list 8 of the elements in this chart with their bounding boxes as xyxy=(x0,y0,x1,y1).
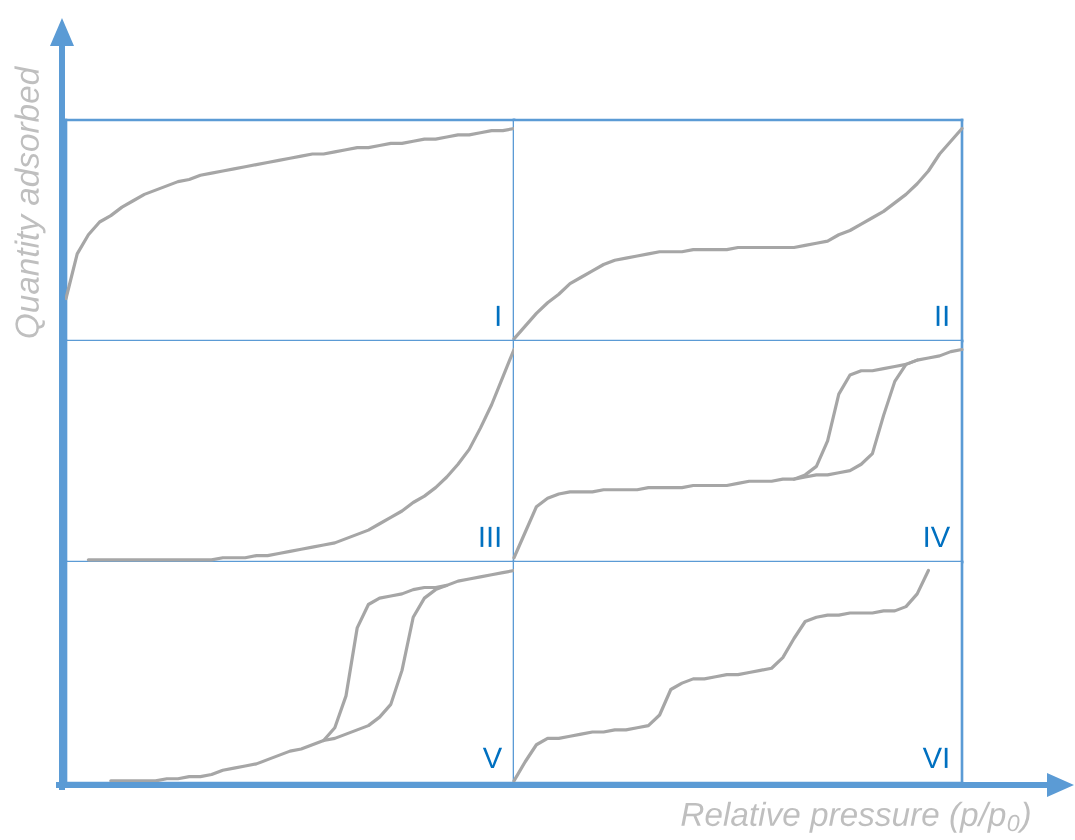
annotation: V xyxy=(482,747,503,768)
x-axis-title: Relative pressure (p/p$_{0}$) xyxy=(681,801,1030,833)
annotation: IV xyxy=(925,526,951,547)
annotation: II xyxy=(936,305,948,326)
annotation: VI xyxy=(922,747,948,768)
annotation: III xyxy=(480,526,500,547)
y-axis-title: Quantity adsorbed xyxy=(14,65,46,338)
annotation: I xyxy=(496,305,500,326)
